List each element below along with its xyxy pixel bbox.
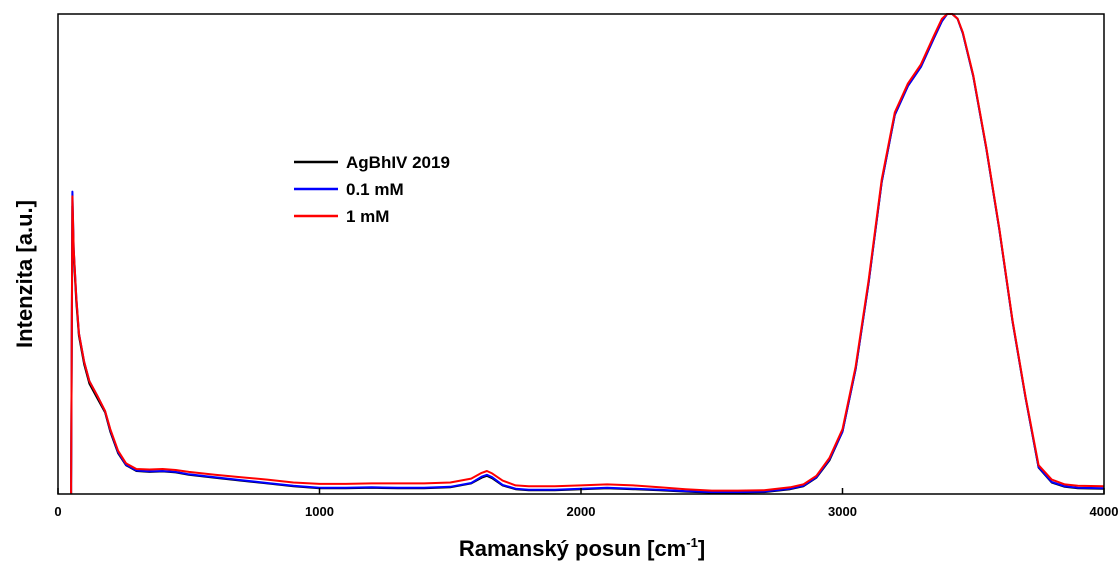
legend-label-3: 1 mM xyxy=(346,207,389,226)
legend-label-1: AgBhIV 2019 xyxy=(346,153,450,172)
series-line-2 xyxy=(71,14,1104,494)
legend-label-2: 0.1 mM xyxy=(346,180,404,199)
x-axis-title-tail: ] xyxy=(698,536,705,561)
x-tick-label: 0 xyxy=(54,504,61,519)
x-tick-label: 1000 xyxy=(305,504,334,519)
plot-lines xyxy=(71,14,1104,494)
x-axis-title-main: Ramanský posun [cm xyxy=(459,536,686,561)
series-line-1 xyxy=(71,14,1104,494)
x-tick-label: 3000 xyxy=(828,504,857,519)
x-tick-label: 2000 xyxy=(567,504,596,519)
x-tick-label: 4000 xyxy=(1090,504,1119,519)
x-axis-title: Ramanský posun [cm-1] xyxy=(459,535,705,561)
series-line-3 xyxy=(71,14,1104,494)
x-axis-ticks: 0 1000 2000 3000 4000 xyxy=(54,488,1118,519)
legend: AgBhIV 2019 0.1 mM 1 mM xyxy=(294,153,450,226)
y-axis-title: Intenzita [a.u.] xyxy=(12,200,37,348)
plot-frame xyxy=(58,14,1104,494)
x-axis-title-superscript: -1 xyxy=(686,535,698,550)
